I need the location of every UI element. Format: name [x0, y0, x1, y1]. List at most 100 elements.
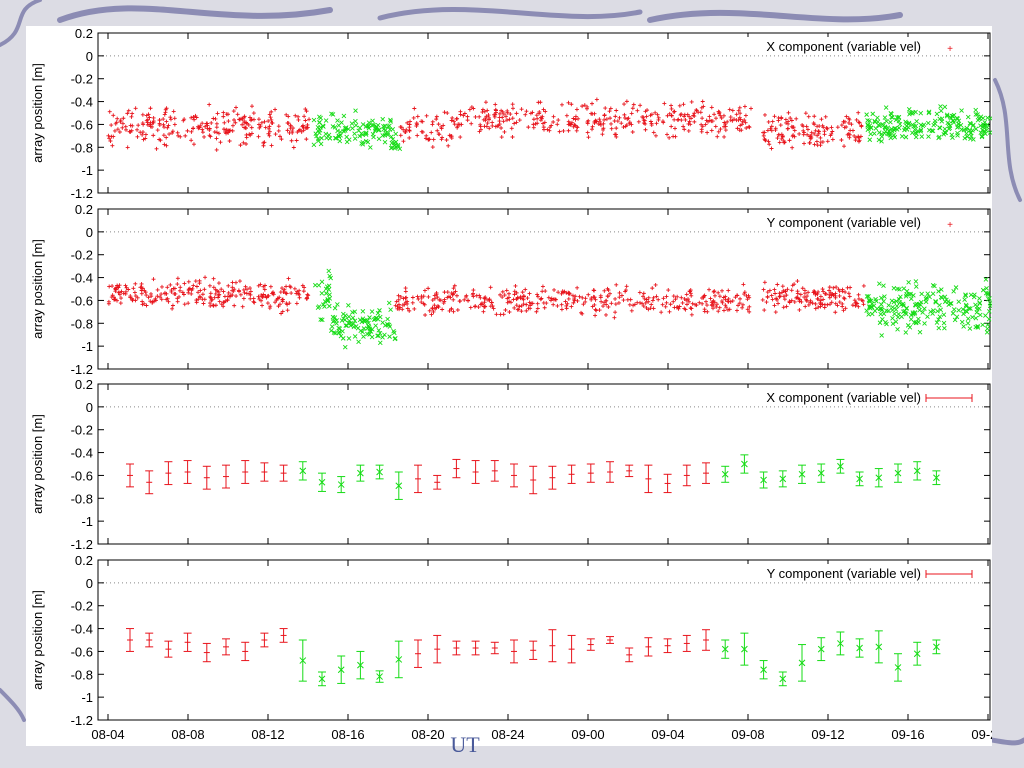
data-point	[316, 304, 322, 309]
data-point	[405, 299, 410, 304]
data-point	[158, 138, 163, 143]
data-point	[737, 115, 742, 120]
data-point	[942, 325, 947, 331]
data-point	[507, 310, 512, 315]
data-point	[788, 116, 793, 121]
data-point	[372, 316, 378, 322]
error-bar	[471, 640, 480, 656]
data-point	[718, 127, 723, 132]
data-point	[376, 136, 382, 142]
data-point	[865, 118, 870, 123]
data-point	[244, 121, 249, 126]
data-point	[763, 138, 768, 143]
data-point	[525, 296, 530, 301]
data-point	[963, 308, 968, 314]
data-point	[847, 294, 852, 299]
y-tick-label: -1.2	[71, 362, 93, 377]
data-point	[726, 288, 731, 293]
data-point	[457, 298, 462, 303]
data-point	[880, 317, 885, 322]
data-point	[823, 291, 828, 296]
data-point	[252, 117, 257, 122]
data-point	[619, 121, 624, 126]
data-point	[140, 112, 145, 117]
data-point	[451, 309, 456, 314]
data-point	[350, 309, 355, 315]
data-point	[182, 117, 187, 122]
data-point	[498, 312, 503, 317]
data-point	[519, 303, 524, 308]
data-point	[713, 124, 718, 129]
data-point	[936, 288, 941, 294]
data-point	[334, 318, 339, 323]
data-point	[129, 114, 134, 119]
data-point	[191, 126, 196, 131]
data-point	[115, 116, 120, 121]
data-point	[708, 296, 713, 301]
data-point	[716, 109, 721, 114]
data-point	[975, 325, 981, 330]
data-point	[795, 279, 800, 284]
data-point	[319, 317, 325, 323]
data-point	[360, 140, 366, 145]
data-point	[679, 295, 684, 300]
data-point	[566, 100, 571, 105]
data-point	[216, 281, 221, 286]
data-point	[147, 115, 152, 120]
data-point	[517, 118, 522, 123]
error-bar	[356, 650, 365, 680]
y-tick-label: 0.2	[75, 26, 93, 41]
data-point	[642, 296, 647, 301]
data-point	[521, 297, 526, 302]
data-point	[124, 285, 129, 290]
data-point	[403, 286, 408, 291]
x-tick-label: 08-12	[251, 727, 284, 742]
data-point	[524, 109, 529, 114]
data-point	[419, 295, 424, 300]
error-bar	[279, 464, 288, 482]
data-point	[888, 119, 893, 125]
data-point	[870, 111, 876, 117]
data-point	[367, 315, 372, 320]
error-bar	[452, 640, 461, 656]
data-point	[965, 316, 971, 321]
x-tick-label: 09-20	[971, 727, 992, 742]
data-point	[982, 119, 987, 125]
data-point	[718, 113, 723, 118]
data-point	[944, 113, 950, 119]
data-point	[830, 292, 835, 297]
data-point	[328, 328, 334, 334]
data-point	[238, 143, 243, 148]
data-point	[269, 117, 274, 122]
data-point	[952, 317, 958, 323]
data-point	[827, 295, 832, 300]
data-point	[786, 121, 791, 126]
data-point	[549, 123, 554, 128]
data-point	[874, 298, 879, 304]
data-point	[214, 121, 219, 126]
data-point	[158, 295, 163, 300]
data-point	[956, 121, 961, 126]
data-point	[648, 119, 653, 124]
data-point	[856, 296, 861, 301]
data-point	[821, 125, 826, 130]
data-point	[831, 285, 836, 290]
data-point	[534, 309, 539, 314]
data-point	[107, 284, 112, 289]
data-point	[462, 111, 467, 116]
data-point	[327, 303, 332, 309]
data-point	[925, 314, 930, 319]
data-point	[728, 118, 733, 123]
data-point	[946, 121, 952, 127]
legend-marker: +	[947, 220, 953, 231]
data-point	[501, 119, 506, 124]
data-point	[569, 102, 574, 107]
data-point	[559, 291, 564, 296]
data-point	[200, 130, 205, 135]
data-point	[622, 112, 627, 117]
data-point	[283, 291, 288, 296]
data-point	[273, 300, 278, 305]
data-point	[552, 287, 557, 292]
data-point	[882, 294, 887, 299]
data-point	[884, 308, 889, 314]
